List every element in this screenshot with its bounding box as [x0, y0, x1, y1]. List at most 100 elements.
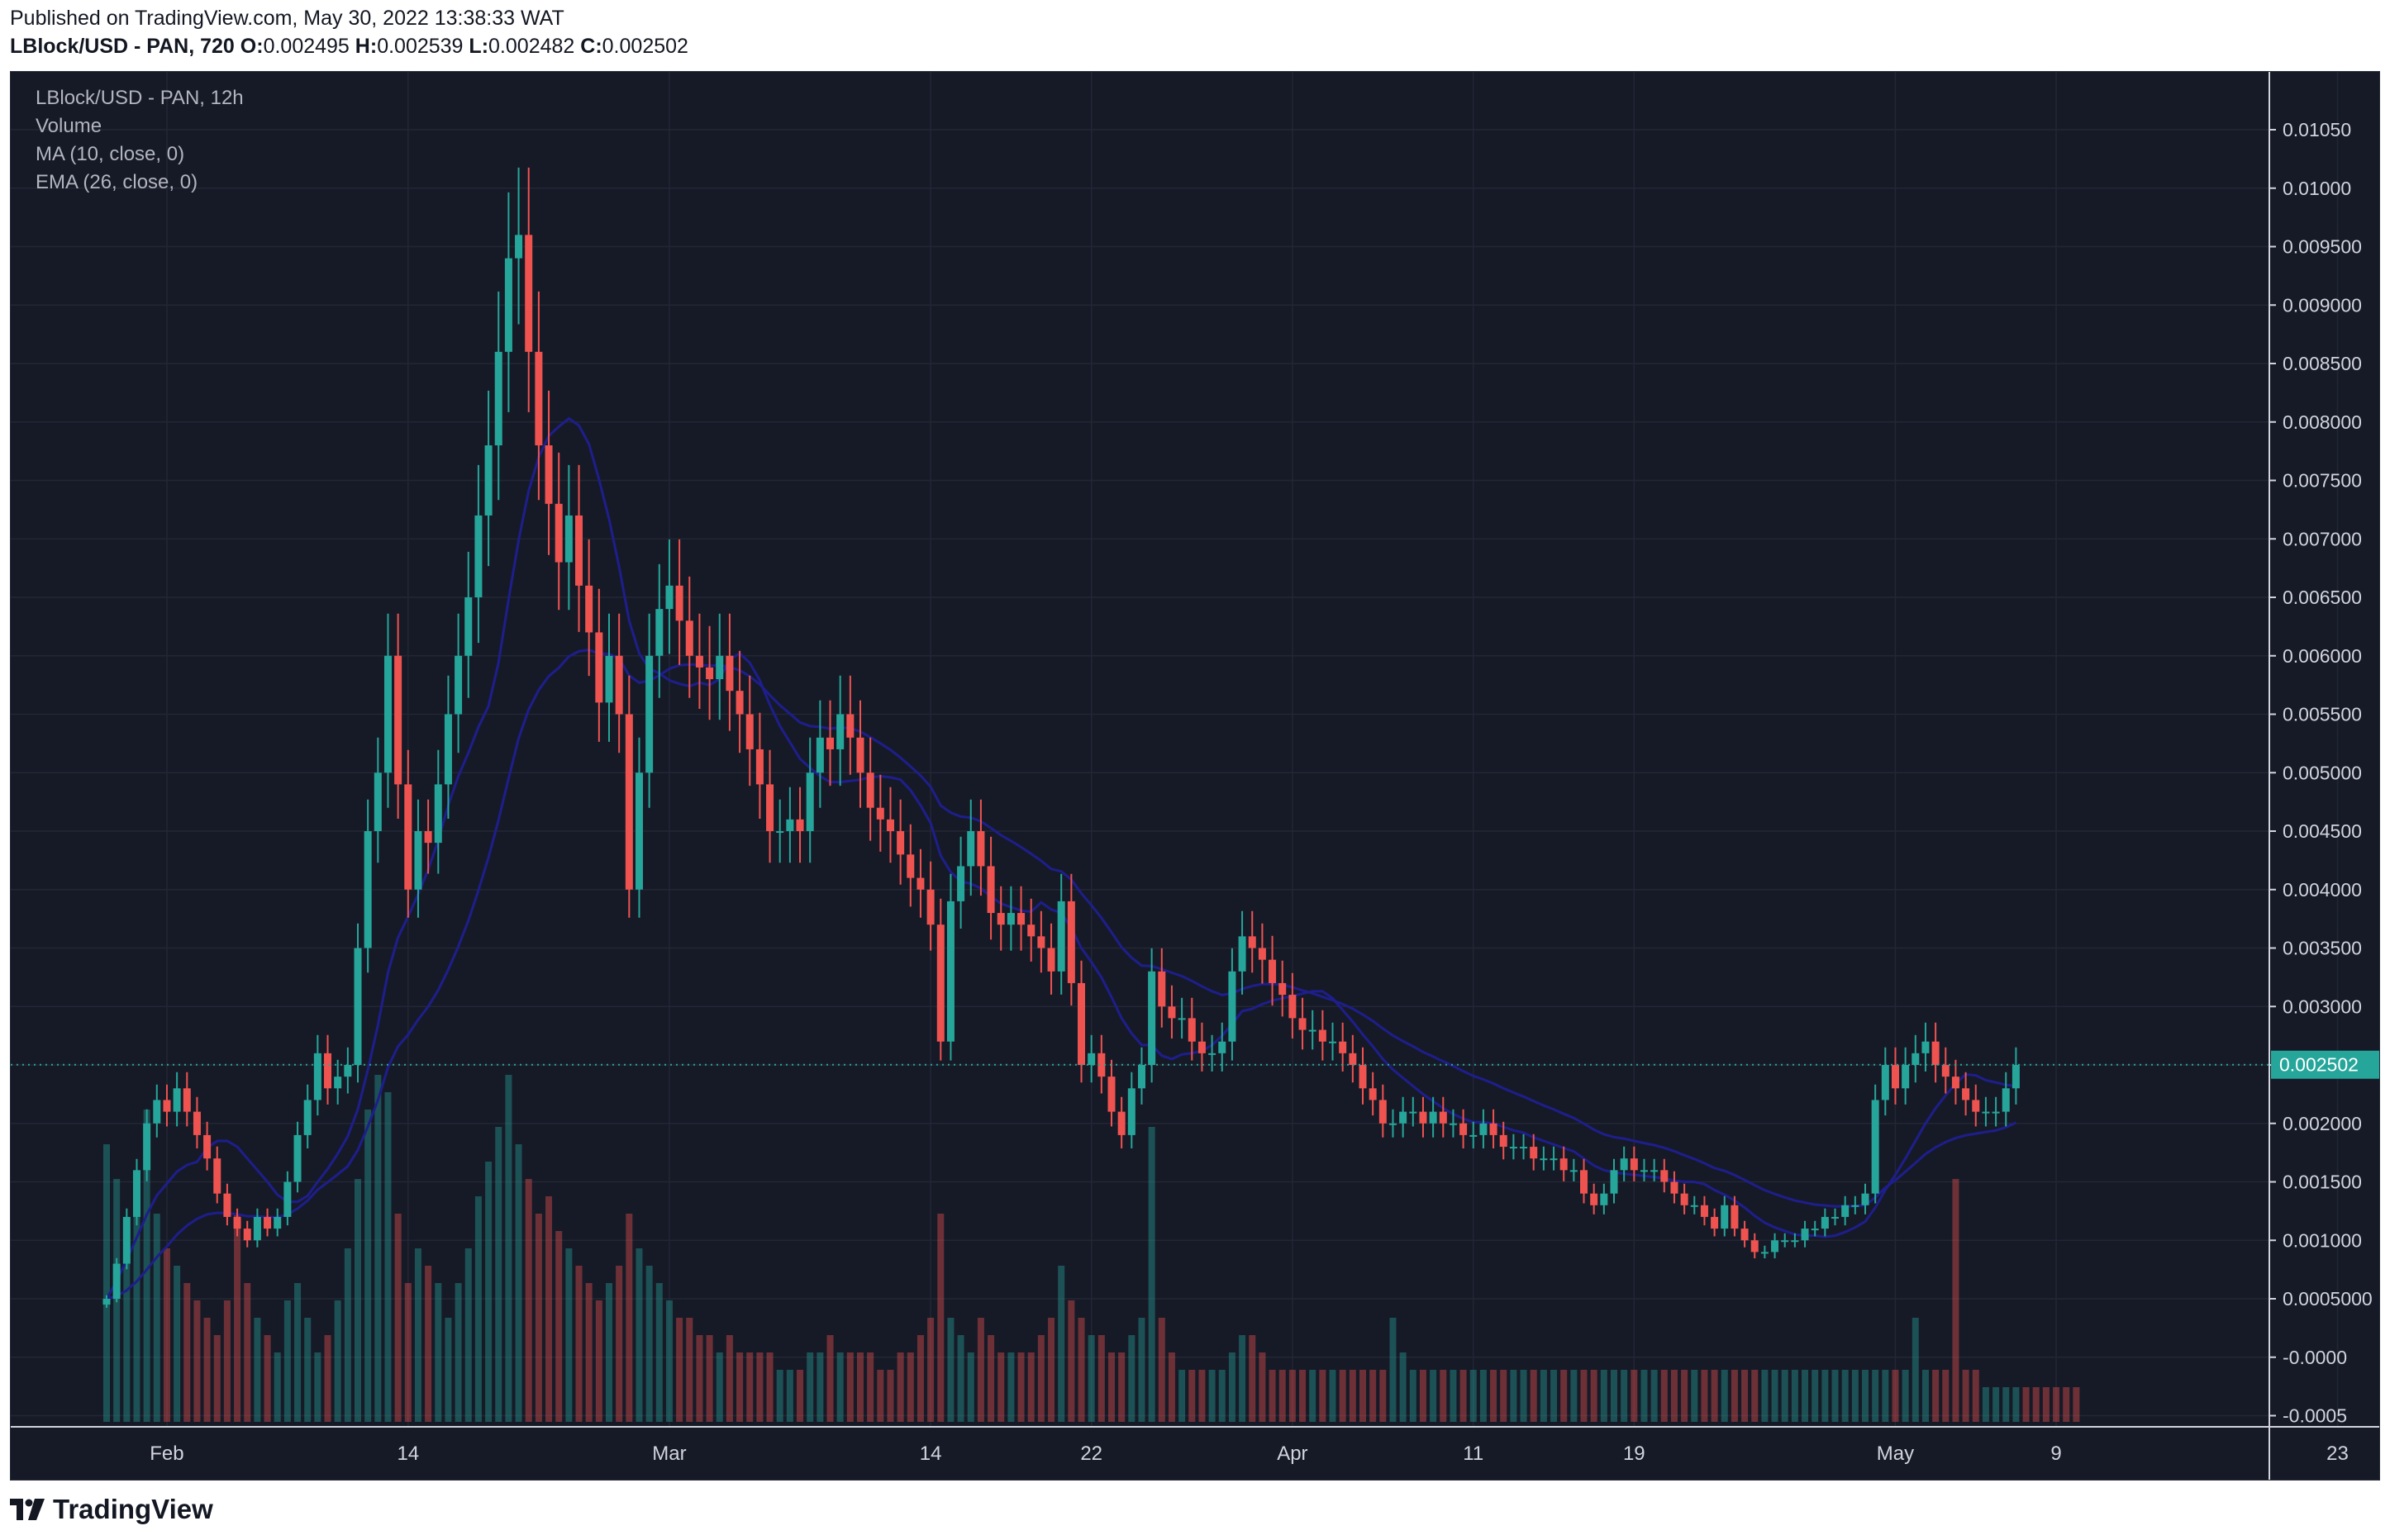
volume-bar: [1138, 1318, 1145, 1422]
y-tick-label: 0.009500: [2283, 236, 2362, 258]
volume-bar: [1670, 1370, 1678, 1422]
tradingview-logo[interactable]: TradingView: [10, 1494, 213, 1525]
candle-body: [1258, 948, 1266, 960]
candle-body: [1088, 1053, 1096, 1065]
x-tick-label: Feb: [150, 1443, 183, 1465]
candle-body: [1078, 982, 1086, 1065]
candle-body: [585, 585, 593, 633]
candle-body: [163, 1100, 171, 1112]
candle-body: [1972, 1100, 1980, 1112]
volume-bar: [726, 1335, 733, 1422]
legend-ema[interactable]: EMA (26, close, 0): [36, 171, 198, 193]
volume-bar: [645, 1266, 653, 1422]
candle-body: [897, 831, 905, 855]
volume-bar: [163, 1248, 170, 1422]
volume-bar: [1600, 1370, 1607, 1422]
volume-bar: [1419, 1370, 1426, 1422]
candle-body: [1027, 924, 1036, 937]
candle-body: [685, 620, 693, 656]
candle-body: [102, 1299, 111, 1305]
volume-bar: [1862, 1370, 1869, 1422]
candle-body: [1378, 1100, 1387, 1124]
x-tick-label: 14: [920, 1443, 942, 1465]
volume-bar: [1570, 1370, 1578, 1422]
candle-body: [404, 784, 412, 890]
volume-bar: [274, 1352, 281, 1422]
volume-bar: [384, 1092, 392, 1422]
candle-body: [484, 445, 493, 516]
volume-bar: [1781, 1370, 1788, 1422]
price-chart[interactable]: 0.01050 0.01000 0.009500 0.009000 0.008500 0.…: [11, 72, 2379, 1480]
candle-body: [575, 515, 583, 586]
volume-bar: [565, 1248, 573, 1422]
candle-body: [364, 831, 372, 948]
volume-bar: [2022, 1387, 2030, 1422]
candle-body: [313, 1053, 321, 1100]
volume-bar: [1218, 1370, 1226, 1422]
volume-bar: [1430, 1370, 1437, 1422]
volume-bar: [606, 1283, 612, 1422]
volume-bar: [1339, 1370, 1346, 1422]
candle-body: [745, 714, 754, 749]
y-tick-label: 0.003500: [2283, 938, 2362, 959]
candle-body: [223, 1193, 231, 1217]
candle-body: [977, 831, 985, 867]
legend-symbol[interactable]: LBlock/USD - PAN, 12h: [36, 87, 244, 109]
volume-bar: [1379, 1370, 1387, 1422]
volume-bar: [2012, 1387, 2020, 1422]
candle-body: [766, 784, 774, 831]
volume-bar: [234, 1214, 241, 1422]
volume-bar: [1450, 1370, 1457, 1422]
candle-body: [193, 1111, 201, 1135]
candle-body: [354, 948, 362, 1065]
published-note: Published on TradingView.com, May 30, 20…: [10, 7, 564, 30]
volume-bar: [1892, 1370, 1899, 1422]
volume-bar: [1530, 1370, 1537, 1422]
volume-bar: [1037, 1335, 1045, 1422]
candle-body: [183, 1088, 191, 1112]
legend-ma[interactable]: MA (10, close, 0): [36, 143, 185, 165]
candle-body: [233, 1216, 241, 1229]
candle-body: [515, 235, 523, 259]
volume-bar: [1440, 1370, 1447, 1422]
volume-bar: [1319, 1370, 1326, 1422]
high-label: H:: [355, 35, 378, 58]
candle-body: [1650, 1170, 1659, 1172]
volume-bar: [464, 1248, 472, 1422]
chart-panel[interactable]: 0.01050 0.01000 0.009500 0.009000 0.008500 0.…: [10, 71, 2380, 1481]
volume-bar: [1902, 1370, 1909, 1422]
legend-volume[interactable]: Volume: [36, 115, 102, 137]
volume-bar: [967, 1352, 974, 1422]
volume-bar: [826, 1335, 834, 1422]
volume-bar: [1550, 1370, 1558, 1422]
candle-body: [1067, 901, 1075, 983]
candle-body: [1369, 1088, 1377, 1100]
y-tick-label: 0.008500: [2283, 353, 2362, 374]
candle-body: [2002, 1088, 2010, 1112]
y-tick-label: 0.004000: [2283, 879, 2362, 901]
candle-body: [1047, 948, 1055, 972]
volume-bar: [665, 1300, 673, 1422]
candle-body: [1811, 1229, 1819, 1231]
volume-bar: [404, 1283, 412, 1422]
y-tick-label: 0.004500: [2283, 820, 2362, 842]
candle-body: [1902, 1065, 1910, 1089]
candle-body: [535, 351, 543, 446]
candle-body: [1670, 1181, 1678, 1194]
candle-body: [1851, 1205, 1859, 1207]
y-tick-label: 0.008000: [2283, 411, 2362, 433]
candle-body: [726, 655, 734, 692]
volume-bar: [897, 1352, 904, 1422]
candle-body: [826, 737, 835, 749]
volume-bar: [474, 1196, 482, 1422]
volume-bar: [1580, 1370, 1588, 1422]
candle-body: [1941, 1065, 1950, 1077]
volume-bar: [746, 1352, 754, 1422]
volume-bar: [1359, 1370, 1366, 1422]
volume-bar: [505, 1075, 512, 1422]
volume-bar: [1007, 1352, 1015, 1422]
volume-bar: [1972, 1370, 1979, 1422]
ema-line: [106, 649, 2017, 1300]
volume-bar: [1078, 1318, 1085, 1422]
volume-bar: [836, 1352, 844, 1422]
